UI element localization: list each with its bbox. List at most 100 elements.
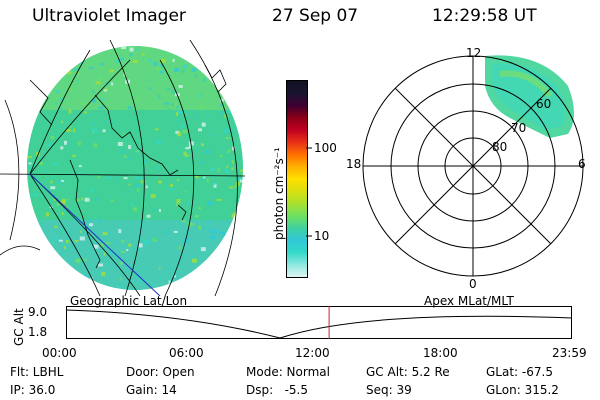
coastline	[94, 94, 179, 176]
emission-speckle	[159, 126, 162, 129]
timeline-right-label: Apex MLat/MLT	[424, 294, 514, 308]
emission-speckle	[124, 155, 127, 158]
emission-speckle	[158, 267, 161, 270]
emission-speckle	[203, 77, 206, 82]
emission-speckle	[67, 198, 70, 201]
emission-speckle	[211, 134, 215, 137]
emission-speckle	[188, 141, 194, 146]
emission-speckle	[80, 230, 82, 233]
emission-speckle	[89, 223, 93, 227]
emission-speckle	[185, 43, 187, 45]
emission-speckle	[64, 140, 67, 145]
emission-speckle	[101, 271, 106, 276]
emission-speckle	[148, 59, 153, 63]
emission-speckle	[48, 255, 51, 259]
emission-speckle	[86, 46, 90, 49]
emission-speckle	[167, 108, 171, 111]
emission-speckle	[226, 150, 230, 153]
emission-speckle	[39, 162, 43, 165]
emission-speckle	[74, 240, 79, 242]
emission-speckle	[76, 79, 79, 82]
emission-speckle	[182, 129, 188, 134]
emission-speckle	[19, 189, 22, 191]
emission-speckle	[93, 99, 97, 103]
emission-speckle	[246, 248, 251, 250]
emission-speckle	[231, 167, 234, 171]
emission-speckle	[198, 207, 201, 210]
emission-speckle	[140, 289, 143, 290]
emission-speckle	[43, 78, 46, 80]
emission-speckle	[31, 88, 35, 91]
emission-speckle	[78, 171, 81, 176]
emission-speckle	[27, 156, 32, 159]
emission-speckle	[52, 240, 54, 245]
emission-speckle	[81, 197, 84, 201]
emission-speckle	[46, 262, 49, 266]
emission-speckle	[87, 277, 91, 282]
emission-speckle	[177, 119, 180, 122]
emission-speckle	[120, 277, 123, 281]
emission-speckle	[27, 46, 30, 49]
emission-speckle	[75, 272, 80, 276]
emission-speckle	[138, 243, 143, 248]
emission-speckle	[123, 177, 128, 180]
emission-speckle	[145, 185, 148, 189]
emission-speckle	[100, 243, 104, 248]
emission-speckle	[110, 199, 114, 203]
emission-speckle	[224, 114, 227, 119]
emission-speckle	[9, 182, 11, 185]
emission-speckle	[69, 87, 74, 90]
emission-speckle	[152, 137, 158, 140]
emission-speckle	[76, 283, 82, 286]
emission-speckle	[231, 224, 234, 228]
emission-speckle	[98, 263, 103, 267]
emission-speckle	[207, 201, 213, 206]
emission-speckle	[85, 274, 88, 278]
emission-speckle	[180, 69, 185, 73]
emission-speckle	[19, 97, 21, 100]
emission-speckle	[153, 61, 158, 66]
emission-speckle	[156, 139, 161, 144]
mlt-label-0: 0	[469, 277, 477, 291]
emission-speckle	[90, 140, 94, 143]
emission-speckle	[24, 52, 27, 56]
emission-speckle	[150, 194, 156, 199]
emission-speckle	[84, 197, 90, 202]
emission-speckle	[121, 240, 125, 244]
emission-speckle	[195, 215, 199, 218]
emission-speckle	[83, 141, 86, 144]
emission-speckle	[213, 68, 217, 71]
emission-speckle	[131, 201, 134, 206]
emission-speckle	[198, 292, 202, 296]
emission-speckle	[171, 103, 175, 106]
emission-speckle	[60, 97, 64, 102]
emission-speckle	[73, 68, 79, 72]
seq-value: Seq: 39	[366, 383, 412, 397]
emission-speckle	[185, 237, 190, 242]
emission-speckle	[59, 183, 65, 187]
emission-speckle	[12, 235, 15, 237]
emission-speckle	[11, 72, 15, 76]
emission-speckle	[34, 91, 38, 95]
glat-value: GLat: -67.5	[486, 365, 553, 379]
emission-speckle	[244, 49, 249, 53]
emission-speckle	[12, 236, 15, 238]
emission-speckle	[225, 246, 228, 249]
emission-speckle	[15, 168, 17, 170]
emission-speckle	[31, 226, 37, 230]
emission-speckle	[206, 149, 210, 154]
emission-speckle	[53, 198, 56, 201]
emission-speckle	[61, 212, 64, 215]
lat-label-60: 60	[536, 97, 552, 111]
emission-speckle	[71, 285, 75, 288]
emission-speckle	[132, 60, 138, 64]
emission-speckle	[180, 200, 184, 204]
emission-speckle	[39, 264, 41, 268]
timeline-x-tick-1800: 18:00	[423, 346, 458, 360]
emission-speckle	[111, 82, 114, 86]
emission-speckle	[198, 128, 202, 132]
emission-speckle	[166, 88, 172, 91]
emission-speckle	[154, 128, 159, 131]
emission-speckle	[177, 109, 183, 114]
emission-speckle	[192, 289, 196, 290]
